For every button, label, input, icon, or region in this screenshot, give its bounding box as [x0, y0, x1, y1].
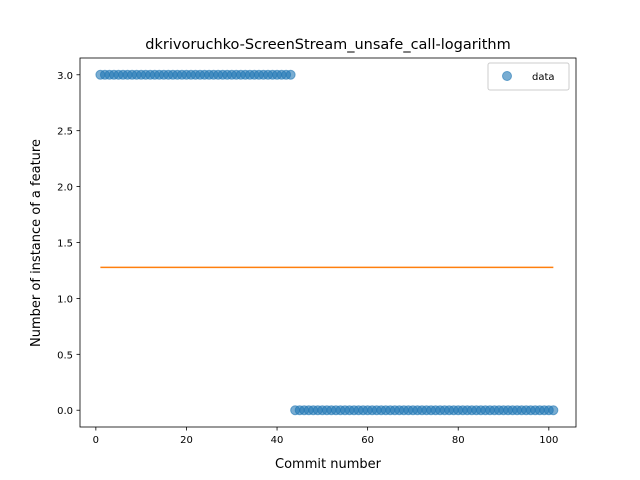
chart-title: dkrivoruchko-ScreenStream_unsafe_call-lo…	[145, 37, 510, 53]
y-tick-label: 3.0	[57, 71, 73, 82]
y-tick-label: 0.5	[57, 350, 73, 361]
x-axis: 0 20 40 60 80 100	[93, 427, 558, 446]
x-tick-label: 80	[452, 435, 465, 446]
x-tick-label: 0	[93, 435, 99, 446]
y-tick-label: 0.0	[57, 406, 73, 417]
y-tick-label: 1.5	[57, 239, 73, 250]
legend-marker-data	[502, 71, 512, 81]
plot-area	[79, 57, 577, 428]
y-tick-label: 2.0	[57, 183, 73, 194]
legend-box	[487, 62, 570, 91]
legend: data	[487, 62, 570, 91]
x-tick-label: 100	[539, 435, 558, 446]
x-axis-label: Commit number	[275, 457, 382, 472]
x-tick-label: 20	[180, 435, 193, 446]
y-tick-label: 1.0	[57, 294, 73, 305]
x-tick-label: 60	[361, 435, 374, 446]
legend-label-data: data	[532, 72, 555, 83]
y-axis-label: Number of instance of a feature	[29, 139, 44, 347]
x-tick-label: 40	[271, 435, 284, 446]
y-tick-label: 2.5	[57, 127, 73, 138]
y-axis: 0.0 0.5 1.0 1.5 2.0 2.5 3.0	[57, 71, 80, 417]
data-point	[548, 405, 559, 416]
data-point	[285, 69, 296, 80]
